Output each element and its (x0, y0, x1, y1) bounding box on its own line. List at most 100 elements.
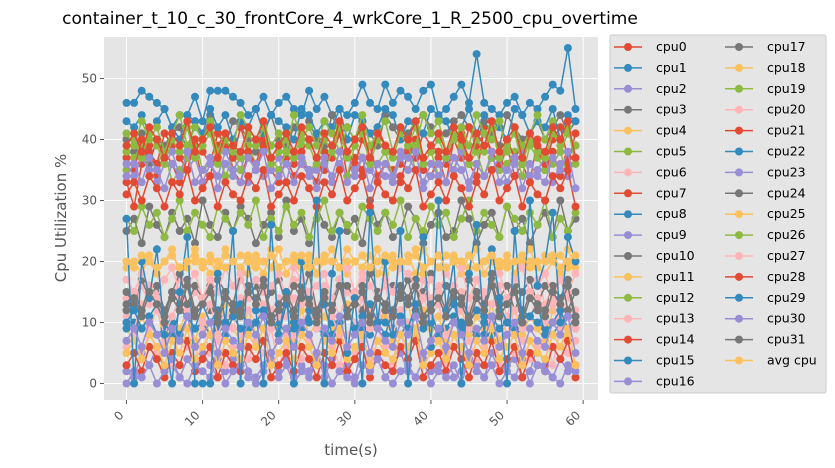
data-point (267, 202, 276, 211)
data-point (541, 153, 550, 162)
data-point (320, 178, 329, 187)
data-point (320, 117, 329, 126)
data-point (312, 105, 321, 113)
data-point (449, 117, 458, 126)
legend-label: cpu29 (767, 290, 806, 305)
data-point (426, 257, 435, 266)
data-point (297, 123, 306, 132)
data-point (480, 98, 489, 107)
x-tick-label: 0 (111, 408, 126, 423)
data-point (145, 318, 154, 327)
data-point (320, 251, 329, 260)
data-point (487, 251, 496, 260)
data-point (251, 306, 260, 315)
data-point (556, 166, 565, 174)
data-point (130, 172, 139, 181)
data-point (411, 105, 420, 113)
data-point (335, 166, 344, 174)
data-point (358, 123, 367, 132)
data-point (465, 202, 473, 211)
data-point (518, 202, 527, 211)
legend-item: cpu9 (614, 227, 687, 242)
data-point (274, 227, 283, 235)
data-point (152, 220, 161, 229)
y-tick-label: 0 (89, 377, 97, 391)
data-point (396, 172, 405, 181)
data-point (480, 361, 489, 370)
data-point (472, 172, 481, 181)
data-point (495, 196, 504, 205)
data-point (525, 288, 534, 296)
data-point (358, 172, 367, 181)
data-point (152, 300, 161, 309)
data-point (168, 379, 177, 388)
legend-item: cpu6 (614, 164, 687, 179)
data-point (350, 342, 359, 351)
data-point (289, 153, 298, 162)
data-point (541, 312, 550, 321)
data-point (229, 147, 237, 156)
data-point (267, 318, 276, 327)
data-point (122, 172, 131, 181)
data-point (229, 312, 237, 321)
series-cpu28 (122, 117, 580, 162)
data-point (563, 227, 572, 235)
data-point (366, 208, 374, 217)
data-point (419, 233, 428, 242)
data-point (381, 159, 390, 168)
data-point (213, 233, 222, 242)
data-point (267, 251, 276, 260)
data-point (259, 166, 268, 174)
data-point (335, 208, 344, 217)
data-point (510, 172, 519, 181)
data-point (381, 373, 390, 382)
data-point (541, 178, 550, 187)
y-tick-label: 40 (82, 132, 97, 146)
series-line (125, 149, 577, 185)
data-point (388, 178, 397, 187)
legend-label: cpu24 (767, 185, 806, 200)
data-point (518, 373, 527, 382)
data-point (297, 288, 306, 296)
legend-item: cpu16 (614, 373, 695, 388)
data-point (457, 111, 466, 120)
data-point (510, 288, 519, 296)
data-point (548, 281, 557, 290)
data-point (229, 257, 237, 266)
data-point (449, 318, 458, 327)
data-point (251, 257, 260, 266)
data-point (213, 373, 222, 382)
data-point (244, 330, 253, 339)
data-point (160, 129, 169, 138)
data-point (358, 281, 367, 290)
legend-item: cpu30 (725, 311, 806, 326)
data-point (358, 251, 367, 260)
data-point (563, 111, 572, 120)
data-point (533, 324, 542, 333)
data-point (457, 184, 466, 193)
data-point (145, 330, 154, 339)
data-point (548, 373, 557, 382)
data-point (213, 349, 222, 357)
data-point (571, 349, 580, 357)
legend-item: cpu14 (614, 332, 695, 347)
series-line (125, 265, 577, 301)
data-point (122, 336, 131, 345)
legend-item: cpu24 (725, 185, 806, 200)
data-point (556, 135, 565, 144)
data-point (548, 80, 557, 89)
data-point (267, 111, 276, 120)
data-point (267, 214, 276, 223)
data-point (449, 153, 458, 162)
data-point (297, 105, 306, 113)
data-point (563, 44, 572, 52)
data-point (229, 336, 237, 345)
data-point (305, 355, 314, 364)
data-point (244, 220, 253, 229)
data-point (145, 172, 154, 181)
data-point (312, 159, 321, 168)
data-point (312, 349, 321, 357)
data-point (465, 373, 473, 382)
data-point (137, 86, 146, 95)
data-point (191, 123, 199, 132)
